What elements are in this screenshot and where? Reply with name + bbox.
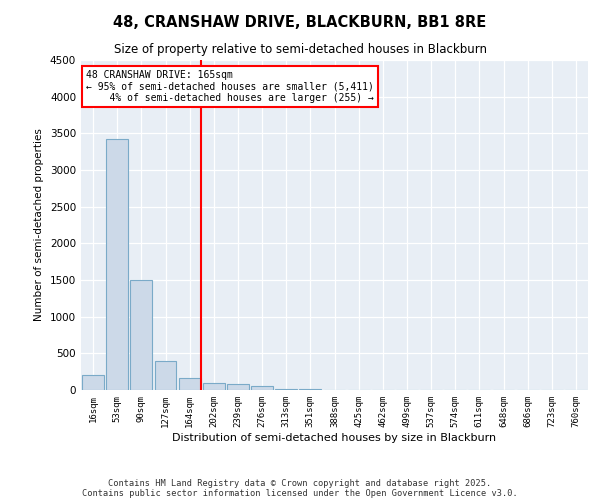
Bar bbox=[179, 378, 200, 390]
Text: 48 CRANSHAW DRIVE: 165sqm
← 95% of semi-detached houses are smaller (5,411)
    : 48 CRANSHAW DRIVE: 165sqm ← 95% of semi-… bbox=[86, 70, 374, 103]
Bar bbox=[227, 384, 249, 390]
Text: Contains public sector information licensed under the Open Government Licence v3: Contains public sector information licen… bbox=[82, 488, 518, 498]
Y-axis label: Number of semi-detached properties: Number of semi-detached properties bbox=[34, 128, 44, 322]
X-axis label: Distribution of semi-detached houses by size in Blackburn: Distribution of semi-detached houses by … bbox=[172, 432, 497, 442]
Bar bbox=[203, 382, 224, 390]
Bar bbox=[130, 280, 152, 390]
Bar bbox=[106, 139, 128, 390]
Bar bbox=[82, 376, 104, 390]
Bar bbox=[251, 386, 273, 390]
Text: Size of property relative to semi-detached houses in Blackburn: Size of property relative to semi-detach… bbox=[113, 42, 487, 56]
Bar bbox=[155, 360, 176, 390]
Bar bbox=[275, 388, 297, 390]
Text: 48, CRANSHAW DRIVE, BLACKBURN, BB1 8RE: 48, CRANSHAW DRIVE, BLACKBURN, BB1 8RE bbox=[113, 15, 487, 30]
Bar bbox=[299, 388, 321, 390]
Text: Contains HM Land Registry data © Crown copyright and database right 2025.: Contains HM Land Registry data © Crown c… bbox=[109, 478, 491, 488]
